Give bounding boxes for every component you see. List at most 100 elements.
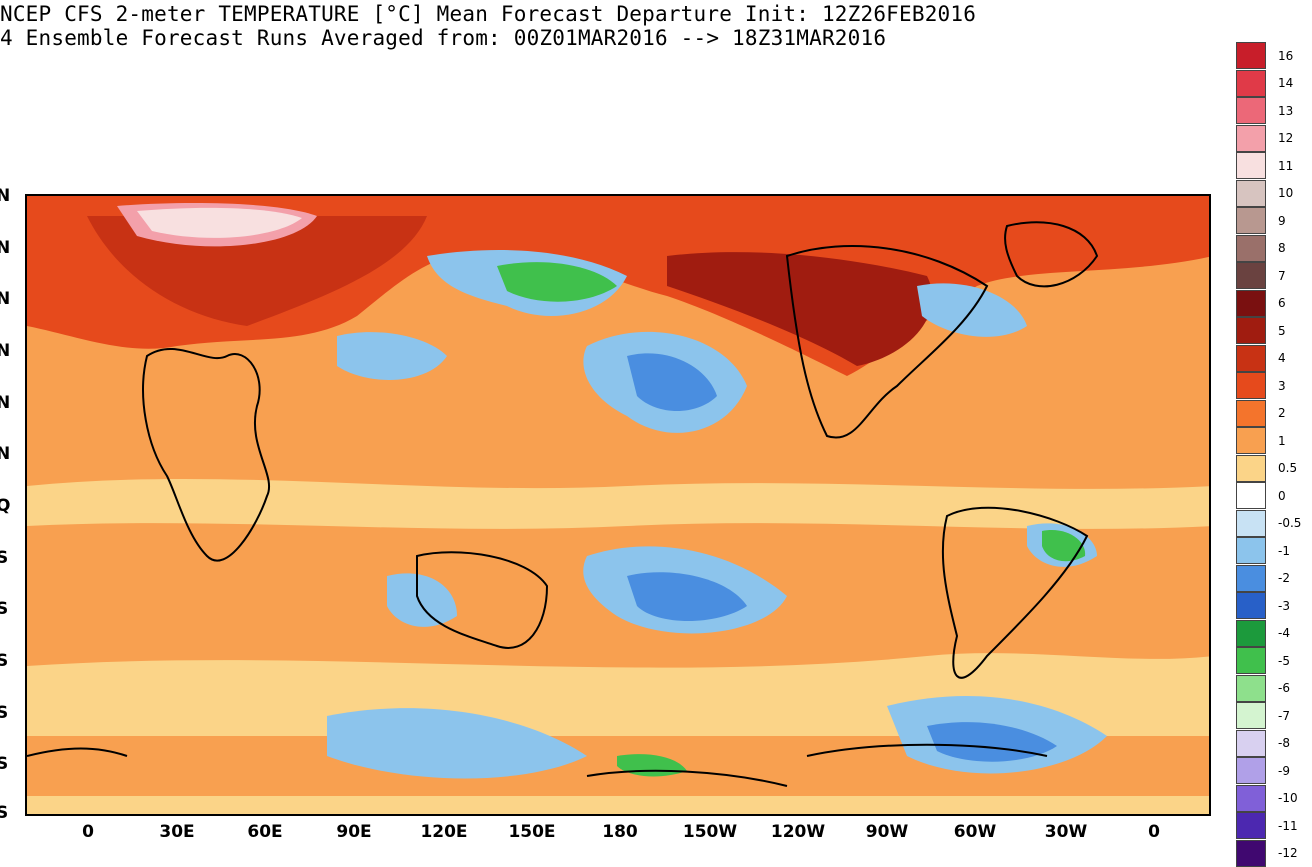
colorbar-cell bbox=[1236, 317, 1266, 344]
colorbar-label: 1 bbox=[1278, 433, 1286, 448]
colorbar-cell bbox=[1236, 69, 1266, 97]
colorbar-label: 5 bbox=[1278, 323, 1286, 338]
equatorial-warm-band bbox=[27, 478, 1209, 529]
colorbar-cell bbox=[1236, 42, 1266, 69]
southern-edge-band bbox=[27, 796, 1209, 814]
colorbar-label: 12 bbox=[1278, 131, 1294, 146]
map-subtitle: 4 Ensemble Forecast Runs Averaged from: … bbox=[0, 26, 887, 50]
lat-label: N bbox=[0, 186, 11, 206]
lat-label: S bbox=[0, 803, 9, 823]
colorbar-label: -6 bbox=[1278, 681, 1290, 696]
colorbar-cell bbox=[1236, 97, 1266, 124]
colorbar-label: -12 bbox=[1278, 846, 1298, 861]
lat-label: N bbox=[0, 444, 11, 464]
colorbar-cell bbox=[1236, 454, 1266, 482]
lat-label: N bbox=[0, 238, 11, 258]
colorbar-label: 0.5 bbox=[1278, 461, 1298, 476]
colorbar-cell bbox=[1236, 152, 1266, 179]
eurasia-strong-warm bbox=[87, 216, 427, 326]
lon-label: 30W bbox=[1044, 822, 1088, 842]
indian-ocean-cold bbox=[387, 573, 457, 627]
colorbar-label: 14 bbox=[1278, 76, 1294, 91]
lon-label: 150W bbox=[682, 822, 738, 842]
colorbar-label: 10 bbox=[1278, 186, 1294, 201]
colorbar-cell bbox=[1236, 592, 1266, 619]
colorbar-label: 0 bbox=[1278, 488, 1286, 503]
colorbar-label: -9 bbox=[1278, 763, 1290, 778]
lat-label: N bbox=[0, 393, 11, 413]
colorbar-label: 9 bbox=[1278, 213, 1286, 228]
colorbar-cell bbox=[1236, 537, 1266, 564]
south-pacific-cold-core bbox=[627, 572, 747, 621]
map-title: NCEP CFS 2-meter TEMPERATURE [°C] Mean F… bbox=[0, 2, 977, 26]
colorbar-cell bbox=[1236, 344, 1266, 372]
lat-label: S bbox=[0, 754, 9, 774]
lon-label: 180 bbox=[602, 822, 638, 842]
colorbar-label: 4 bbox=[1278, 351, 1286, 366]
colorbar-cell bbox=[1236, 839, 1266, 867]
lat-label: S bbox=[0, 651, 9, 671]
colorbar-cell bbox=[1236, 482, 1266, 509]
colorbar-label: 2 bbox=[1278, 406, 1286, 421]
colorbar-cell bbox=[1236, 784, 1266, 812]
colorbar-cell bbox=[1236, 619, 1266, 647]
lat-label: S bbox=[0, 703, 9, 723]
lon-label: 90W bbox=[865, 822, 909, 842]
lon-label: 0 bbox=[1148, 822, 1160, 842]
colorbar-label: -2 bbox=[1278, 571, 1290, 586]
anomaly-field bbox=[27, 196, 1209, 814]
colorbar-cell bbox=[1236, 729, 1266, 757]
lat-label: N bbox=[0, 289, 11, 309]
north-pacific-cold-core bbox=[627, 353, 717, 411]
colorbar-label: 8 bbox=[1278, 241, 1286, 256]
lon-label: 120W bbox=[770, 822, 826, 842]
colorbar-cell bbox=[1236, 509, 1266, 537]
colorbar-cell bbox=[1236, 179, 1266, 207]
colorbar-cell bbox=[1236, 262, 1266, 289]
arctic-extreme-warm-core bbox=[137, 207, 302, 238]
coastlines bbox=[27, 221, 1099, 787]
lat-label: S bbox=[0, 599, 9, 619]
colorbar-label: 7 bbox=[1278, 268, 1286, 283]
temperature-anomaly-map bbox=[25, 194, 1211, 816]
north-america-strong-warm bbox=[667, 252, 933, 366]
colorbar-label: -0.5 bbox=[1278, 516, 1302, 531]
lon-label: 90E bbox=[336, 822, 372, 842]
colorbar-label: 13 bbox=[1278, 103, 1294, 118]
lat-label: S bbox=[0, 548, 9, 568]
lat-label: Q bbox=[0, 496, 11, 516]
east-siberia-strong-cold bbox=[497, 262, 617, 302]
colorbar-cell bbox=[1236, 564, 1266, 592]
colorbar-cell bbox=[1236, 757, 1266, 784]
lat-label: N bbox=[0, 341, 11, 361]
colorbar-cell bbox=[1236, 427, 1266, 454]
colorbar-label: -1 bbox=[1278, 543, 1290, 558]
lon-label: 60E bbox=[247, 822, 283, 842]
lon-label: 150E bbox=[508, 822, 556, 842]
lon-label: 60W bbox=[953, 822, 997, 842]
lon-label: 120E bbox=[420, 822, 468, 842]
antarctic-coast-cold bbox=[327, 708, 587, 779]
colorbar-cell bbox=[1236, 812, 1266, 839]
colorbar-label: 16 bbox=[1278, 48, 1294, 63]
colorbar-cell bbox=[1236, 372, 1266, 399]
colorbar-label: -10 bbox=[1278, 791, 1298, 806]
colorbar-label: 3 bbox=[1278, 378, 1286, 393]
colorbar-cell bbox=[1236, 234, 1266, 262]
colorbar-label: -8 bbox=[1278, 736, 1290, 751]
lon-label: 0 bbox=[82, 822, 94, 842]
central-asia-cold bbox=[337, 332, 447, 380]
colorbar-label: -3 bbox=[1278, 598, 1290, 613]
colorbar-cell bbox=[1236, 647, 1266, 674]
lon-label: 30E bbox=[159, 822, 195, 842]
colorbar-label: 6 bbox=[1278, 296, 1286, 311]
colorbar-cell bbox=[1236, 399, 1266, 427]
colorbar-label: -11 bbox=[1278, 818, 1298, 833]
colorbar-label: -5 bbox=[1278, 653, 1290, 668]
colorbar-cell bbox=[1236, 124, 1266, 152]
colorbar-label: -4 bbox=[1278, 626, 1290, 641]
colorbar-label: 11 bbox=[1278, 158, 1294, 173]
brazil-strong-cold bbox=[1042, 530, 1086, 562]
colorbar-cell bbox=[1236, 674, 1266, 702]
colorbar-cell bbox=[1236, 702, 1266, 729]
